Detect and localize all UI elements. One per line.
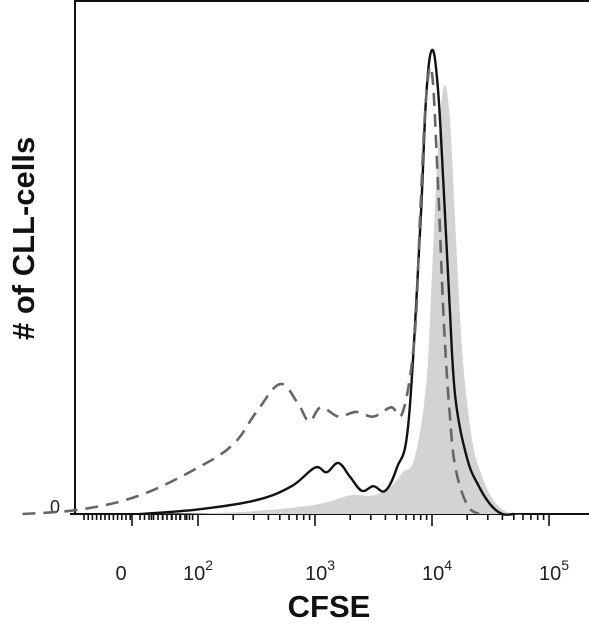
series-layer <box>22 48 526 516</box>
series-dashed-histogram <box>22 65 480 516</box>
x-axis-label: CFSE <box>288 589 371 624</box>
series-filled-histogram <box>151 85 526 515</box>
x-tick-label-1e3: 103 <box>305 557 335 585</box>
x-tick-labels: 0 102 103 104 105 <box>115 557 569 585</box>
plot-frame <box>74 0 589 514</box>
x-tick-label-1e4: 104 <box>422 557 452 585</box>
y-axis-label: # of CLL-cells <box>6 137 41 340</box>
x-tick-label-0: 0 <box>115 563 126 585</box>
x-tick-label-1e2: 102 <box>183 557 213 585</box>
y-tick-zero: 0 <box>50 497 60 517</box>
x-tick-label-1e5: 105 <box>539 557 569 585</box>
x-axis-ticks <box>83 514 550 526</box>
